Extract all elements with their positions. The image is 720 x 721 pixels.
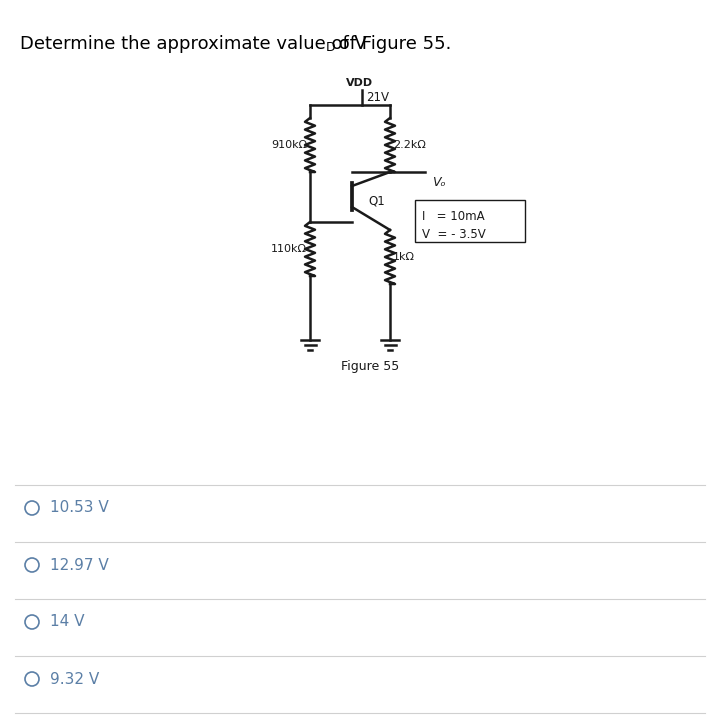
Text: V  = - 3.5V: V = - 3.5V: [422, 228, 486, 241]
Text: 21V: 21V: [366, 91, 389, 104]
Text: 2.2kΩ: 2.2kΩ: [393, 140, 426, 150]
Text: I   = 10mA: I = 10mA: [422, 210, 485, 223]
Text: 9.32 V: 9.32 V: [50, 671, 99, 686]
Text: 110kΩ: 110kΩ: [271, 244, 307, 254]
Text: Q1: Q1: [368, 194, 384, 207]
Text: of Figure 55.: of Figure 55.: [333, 35, 451, 53]
Text: Figure 55: Figure 55: [341, 360, 399, 373]
Text: 1kΩ: 1kΩ: [393, 252, 415, 262]
Text: D: D: [325, 41, 335, 54]
Text: 14 V: 14 V: [50, 614, 84, 629]
Text: Vₒ: Vₒ: [432, 175, 446, 188]
Text: Determine the approximate value of V: Determine the approximate value of V: [20, 35, 367, 53]
Text: VDD: VDD: [346, 78, 374, 88]
Bar: [415, 200, 525, 242]
Text: 12.97 V: 12.97 V: [50, 557, 109, 572]
Text: 10.53 V: 10.53 V: [50, 500, 109, 516]
Text: 910kΩ: 910kΩ: [271, 140, 307, 150]
